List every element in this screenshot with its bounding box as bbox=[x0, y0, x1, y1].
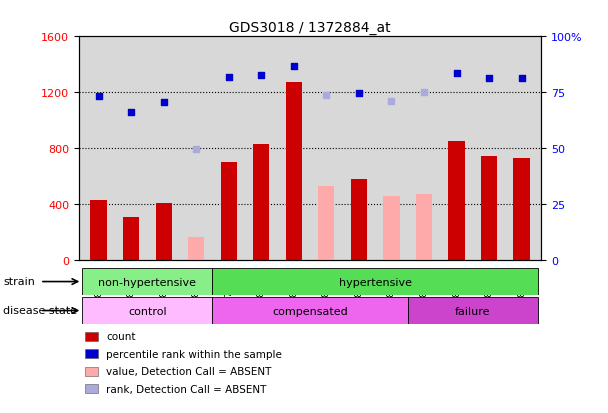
Text: disease state: disease state bbox=[3, 306, 77, 316]
Text: hypertensive: hypertensive bbox=[339, 277, 412, 287]
Point bbox=[192, 147, 201, 153]
Text: control: control bbox=[128, 306, 167, 316]
Text: percentile rank within the sample: percentile rank within the sample bbox=[106, 349, 282, 359]
Point bbox=[322, 93, 331, 99]
Bar bbox=[318, 186, 334, 260]
Text: rank, Detection Call = ABSENT: rank, Detection Call = ABSENT bbox=[106, 384, 267, 394]
Point bbox=[419, 90, 429, 96]
Bar bbox=[408, 297, 538, 324]
Point bbox=[354, 90, 364, 97]
Title: GDS3018 / 1372884_at: GDS3018 / 1372884_at bbox=[229, 21, 391, 35]
Point bbox=[159, 100, 168, 106]
Bar bbox=[221, 163, 237, 260]
Text: compensated: compensated bbox=[272, 306, 348, 316]
Point bbox=[387, 98, 396, 104]
Point bbox=[484, 76, 494, 82]
Text: strain: strain bbox=[3, 277, 35, 287]
Bar bbox=[91, 200, 106, 260]
Bar bbox=[212, 268, 538, 295]
Point bbox=[452, 70, 461, 77]
Bar bbox=[351, 179, 367, 260]
Point bbox=[94, 93, 103, 100]
Bar bbox=[156, 203, 172, 260]
Bar bbox=[448, 142, 465, 260]
Point bbox=[289, 63, 299, 70]
Point bbox=[517, 76, 527, 82]
Bar bbox=[188, 237, 204, 260]
Bar bbox=[481, 157, 497, 260]
Bar bbox=[253, 145, 269, 260]
Bar bbox=[123, 217, 139, 260]
Bar bbox=[416, 195, 432, 260]
Text: failure: failure bbox=[455, 306, 491, 316]
Text: non-hypertensive: non-hypertensive bbox=[98, 277, 196, 287]
Bar bbox=[383, 196, 399, 260]
Point bbox=[126, 109, 136, 116]
Text: value, Detection Call = ABSENT: value, Detection Call = ABSENT bbox=[106, 366, 272, 376]
Bar bbox=[286, 83, 302, 260]
Bar bbox=[82, 268, 212, 295]
Text: count: count bbox=[106, 332, 136, 342]
Bar bbox=[514, 159, 530, 260]
Point bbox=[224, 74, 233, 81]
Bar bbox=[82, 297, 212, 324]
Point bbox=[257, 73, 266, 79]
Bar bbox=[212, 297, 408, 324]
